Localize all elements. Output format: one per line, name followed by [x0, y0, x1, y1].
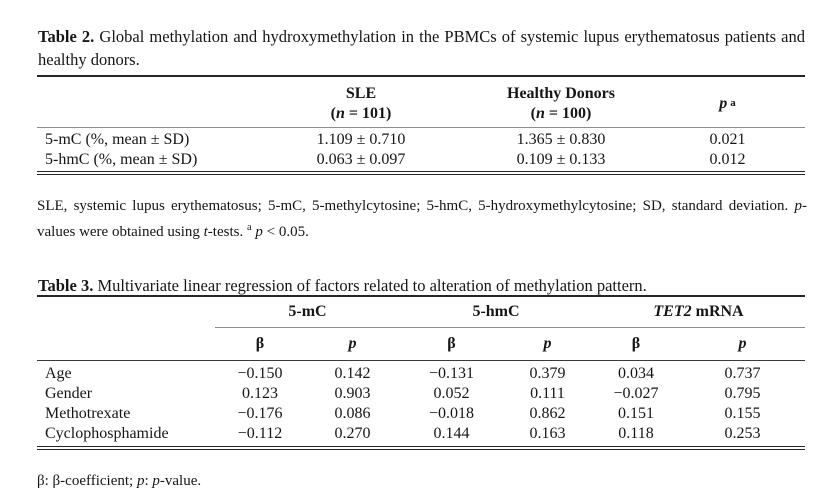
table2-header-healthy: Healthy Donors (n = 100) — [472, 82, 650, 126]
table-cell: 0.111 — [530, 385, 565, 402]
table-cell: 0.123 — [242, 385, 278, 402]
table3-caption-text: Multivariate linear regression of factor… — [97, 275, 647, 295]
table2-header-empty — [37, 82, 250, 126]
table-cell: 0.862 — [529, 405, 566, 422]
table-cell: 0.151 — [618, 405, 654, 422]
table2-header-sle-name: SLE — [345, 85, 377, 102]
table2-header-sle: SLE (n = 101) — [250, 82, 472, 126]
table-cell: −0.150 — [237, 365, 283, 382]
table2-top-rule — [37, 75, 805, 77]
table3-subheader-rule — [37, 360, 805, 361]
table-cell: −0.027 — [613, 385, 659, 402]
table-cell: 0.270 — [334, 425, 371, 442]
table2-caption: Table 2. Global methylation and hydroxym… — [38, 25, 805, 71]
table3-subheader-row: β p β p β p — [37, 333, 805, 359]
table-cell: 0.034 — [618, 365, 654, 382]
table-cell: 0.063 ± 0.097 — [316, 151, 406, 168]
table3-group-5mc: 5-mC — [288, 303, 327, 320]
table-cell: −0.018 — [428, 405, 475, 422]
table-cell: 0.155 — [724, 405, 761, 422]
table3-subheader-beta: β — [255, 335, 265, 352]
table3-subheader-beta: β — [447, 335, 456, 352]
table-cell: 0.144 — [433, 425, 470, 442]
table-cell: 0.379 — [529, 365, 566, 382]
table-cell: 0.737 — [724, 365, 761, 382]
table-cell: 0.142 — [334, 365, 371, 382]
table3-body: Age −0.150 0.142 −0.131 0.379 0.034 0.73… — [37, 364, 805, 444]
table2-body: 5-mC (%, mean ± SD) 1.109 ± 0.710 1.365 … — [37, 130, 805, 170]
table3-subheader-p: p — [348, 335, 357, 352]
table-cell: 0.021 — [709, 131, 746, 148]
table-row-label: Methotrexate — [45, 405, 131, 422]
table2-header-separator — [37, 127, 805, 128]
table3-group-underline-rule — [215, 327, 805, 328]
table2-header-sle-n: (n = 101) — [330, 105, 392, 122]
table3-group-tet2: TET2 mRNA — [653, 303, 744, 320]
table2-caption-label: Table 2. — [38, 26, 95, 46]
table-cell: 0.086 — [334, 405, 371, 422]
table3-group-5hmc: 5-hmC — [472, 303, 520, 320]
table-cell: 1.109 ± 0.710 — [316, 131, 406, 148]
table-cell: 0.109 ± 0.133 — [516, 151, 606, 168]
table3-subheader-beta: β — [631, 335, 641, 352]
table-row-label: 5-mC (%, mean ± SD) — [45, 131, 190, 148]
table-cell: −0.112 — [237, 425, 283, 442]
table3-caption-label: Table 3. — [38, 275, 94, 295]
table3-bottom-rule — [37, 446, 805, 450]
table3-caption: Table 3. Multivariate linear regression … — [38, 274, 805, 297]
table-cell: 0.118 — [618, 425, 654, 442]
table-row-label: Age — [45, 365, 72, 382]
table3-subheader-p: p — [543, 335, 552, 352]
table-row-label: 5-hmC (%, mean ± SD) — [45, 151, 198, 168]
table-cell: 0.795 — [724, 385, 761, 402]
table3-subheader-p: p — [738, 335, 747, 352]
table-row-label: Gender — [45, 385, 93, 402]
table2-header-row: SLE (n = 101) Healthy Donors (n = 100) p… — [37, 82, 805, 126]
table2-header-healthy-n: (n = 100) — [530, 105, 592, 122]
table2-footnote: SLE, systemic lupus erythematosus; 5-mC,… — [37, 198, 807, 240]
table3-subheader-empty — [37, 333, 215, 359]
table-cell: 0.253 — [724, 425, 761, 442]
table3-group-empty — [37, 301, 215, 327]
table-cell: −0.176 — [237, 405, 283, 422]
table-cell: 1.365 ± 0.830 — [516, 131, 606, 148]
table-cell: −0.131 — [428, 365, 475, 382]
table-cell: 0.903 — [334, 385, 371, 402]
table3-footnote: β: β-coefficient; p: p-value. — [37, 473, 202, 489]
table-cell: 0.052 — [433, 385, 470, 402]
table-cell: 0.163 — [529, 425, 566, 442]
table3-top-rule — [37, 295, 805, 297]
table2-header-healthy-name: Healthy Donors — [507, 85, 615, 102]
table3-group-header-row: 5-mC 5-hmC TET2 mRNA — [37, 301, 805, 327]
table-row-label: Cyclophosphamide — [45, 425, 169, 442]
table2-bottom-rule — [37, 171, 805, 175]
table2-caption-text: Global methylation and hydroxymethylatio… — [38, 26, 805, 69]
table-cell: 0.012 — [709, 151, 746, 168]
